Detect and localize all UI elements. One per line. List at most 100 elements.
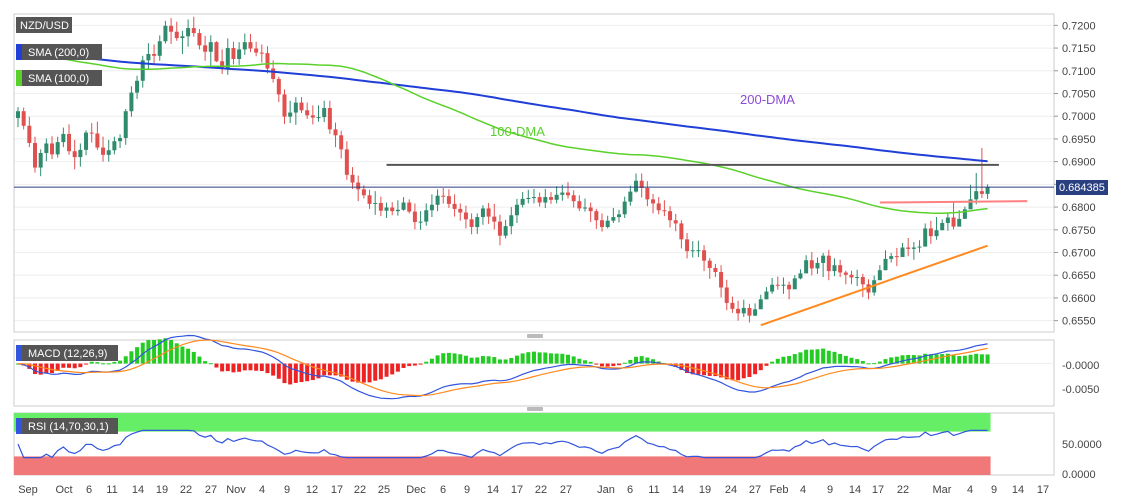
candle bbox=[883, 250, 888, 271]
candle-body bbox=[594, 211, 599, 221]
candle-body bbox=[214, 42, 219, 62]
x-tick-label: Dec bbox=[406, 484, 426, 496]
macd-bar bbox=[140, 342, 145, 364]
price-tick-label: 0.6650 bbox=[1062, 270, 1096, 282]
candle bbox=[815, 257, 820, 274]
candle bbox=[923, 223, 928, 247]
candle bbox=[322, 100, 327, 123]
candle-body bbox=[962, 209, 967, 219]
candle-body bbox=[276, 78, 281, 95]
macd-bar bbox=[968, 354, 973, 364]
macd-bar bbox=[157, 339, 162, 364]
candle-body bbox=[350, 174, 355, 183]
candle-body bbox=[486, 208, 491, 217]
candle bbox=[917, 240, 922, 253]
candle-body bbox=[140, 60, 145, 81]
price-tick-label: 0.6900 bbox=[1062, 157, 1096, 169]
macd-bar bbox=[923, 353, 928, 364]
candle bbox=[463, 205, 468, 229]
candle bbox=[21, 107, 26, 130]
candle-body bbox=[475, 217, 480, 228]
rsi-legend[interactable]: RSI (14,70,30,1) bbox=[16, 418, 118, 434]
candle bbox=[259, 44, 264, 63]
candle-body bbox=[940, 222, 945, 231]
candle bbox=[61, 127, 66, 148]
candle-body bbox=[577, 201, 582, 209]
candle bbox=[843, 270, 848, 285]
macd-bar bbox=[61, 363, 66, 368]
candle-body bbox=[231, 48, 236, 59]
candle bbox=[293, 97, 298, 125]
macd-bar bbox=[492, 357, 497, 364]
x-tick-label: 9 bbox=[991, 484, 997, 496]
candle-body bbox=[293, 102, 298, 113]
annotation-200-dma: 200-DMA bbox=[740, 92, 795, 107]
rsi-pane[interactable]: RSI (14,70,30,1) 50.0000 0.0000 bbox=[13, 412, 1102, 481]
macd-bar bbox=[395, 363, 400, 372]
candle-body bbox=[588, 207, 593, 212]
macd-bar bbox=[724, 363, 729, 380]
candle-body bbox=[129, 92, 134, 112]
rsi-line bbox=[17, 429, 988, 459]
macd-bar bbox=[792, 354, 797, 364]
candle bbox=[265, 46, 270, 74]
macd-pane[interactable]: MACD (12,26,9) -0.0000 -0.0050 bbox=[13, 334, 1099, 407]
candle-body bbox=[367, 195, 372, 204]
macd-bar bbox=[690, 363, 695, 375]
candle-body bbox=[741, 307, 746, 314]
x-tick-label: 14 bbox=[849, 484, 861, 496]
candle-body bbox=[747, 307, 752, 316]
candle-body bbox=[305, 110, 310, 116]
pane-resize-handle-rsi[interactable] bbox=[527, 407, 543, 411]
candle bbox=[95, 121, 100, 150]
candle-body bbox=[157, 41, 162, 56]
candle bbox=[395, 200, 400, 216]
candle-body bbox=[174, 31, 179, 39]
x-tick-label: 14 bbox=[132, 484, 144, 496]
macd-bar bbox=[821, 348, 826, 364]
candle-body bbox=[492, 216, 497, 222]
candle-body bbox=[33, 143, 38, 168]
candle bbox=[129, 86, 134, 117]
candle-body bbox=[838, 265, 843, 273]
candle bbox=[838, 259, 843, 278]
macd-bar bbox=[220, 363, 225, 372]
macd-bar bbox=[480, 356, 485, 364]
candle-body bbox=[526, 197, 531, 199]
sma-100-legend[interactable]: SMA (100,0) bbox=[16, 70, 102, 86]
candle-body bbox=[407, 202, 412, 212]
macd-bar bbox=[594, 363, 599, 365]
candle bbox=[804, 255, 809, 274]
macd-bar bbox=[367, 363, 372, 383]
sma-200-legend[interactable]: SMA (200,0) bbox=[16, 44, 102, 60]
candle bbox=[730, 296, 735, 313]
candle bbox=[628, 185, 633, 206]
candle bbox=[634, 173, 639, 193]
candle bbox=[446, 189, 451, 208]
macd-bar bbox=[730, 363, 735, 381]
macd-legend[interactable]: MACD (12,26,9) bbox=[16, 345, 118, 361]
x-tick-label: 17 bbox=[1037, 484, 1049, 496]
price-pane[interactable]: 0.7200 0.7150 0.7100 0.7050 0.7000 0.6950 0.69… bbox=[13, 13, 1108, 333]
macd-bar bbox=[174, 343, 179, 364]
rsi-legend-swatch bbox=[16, 418, 22, 434]
x-tick-label: 11 bbox=[106, 484, 117, 496]
macd-bar bbox=[299, 363, 304, 383]
candle-body bbox=[44, 143, 49, 154]
macd-bar bbox=[390, 363, 395, 375]
candle-body bbox=[452, 203, 457, 209]
candle bbox=[520, 192, 525, 208]
macd-bar bbox=[322, 363, 327, 376]
pane-resize-handle-macd[interactable] bbox=[527, 334, 543, 338]
price-tick-label: 0.6750 bbox=[1062, 225, 1096, 237]
symbol-tag[interactable]: NZD/USD bbox=[16, 17, 72, 33]
macd-bar bbox=[401, 363, 406, 368]
candle bbox=[577, 195, 582, 212]
candle bbox=[894, 247, 899, 267]
candle bbox=[543, 188, 548, 208]
candle-body bbox=[123, 111, 128, 139]
x-tick-label: 9 bbox=[464, 484, 470, 496]
candle bbox=[429, 194, 434, 218]
x-tick-label: 11 bbox=[648, 484, 659, 496]
